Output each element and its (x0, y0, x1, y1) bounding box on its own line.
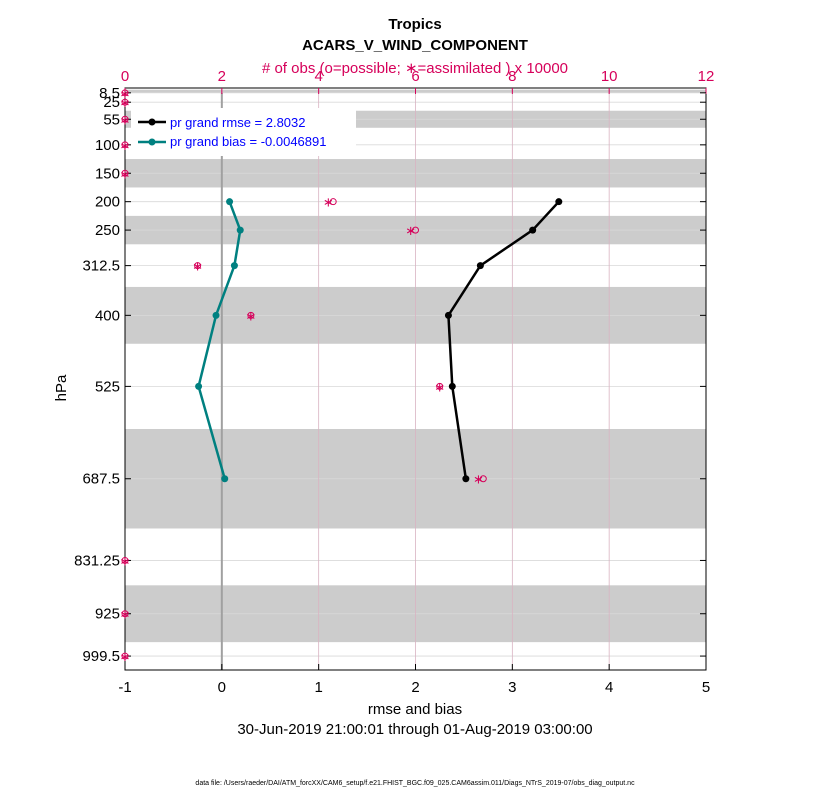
legend-label-bias: pr grand bias = -0.0046891 (170, 134, 326, 149)
x-tick-label-1: 0 (218, 679, 226, 696)
y-tick-label-6: 250 (95, 222, 120, 239)
y-tick-label-4: 150 (95, 165, 120, 182)
top-tick-label-6: 12 (698, 68, 715, 85)
series-0-point-1 (529, 226, 537, 234)
footer-data-file: data file: /Users/raeder/DAI/ATM_forcXX/… (195, 780, 635, 787)
obs-assimilated-0: ∗ (120, 86, 131, 101)
y-tick-label-9: 525 (95, 378, 120, 395)
x-tick-label-5: 4 (605, 679, 613, 696)
series-0-point-4 (448, 382, 456, 390)
obs-possible-8 (247, 311, 255, 319)
series-line-0 (447, 200, 560, 479)
obs-possible-12 (121, 610, 129, 618)
obs-assimilated-3: ∗ (120, 138, 131, 153)
obs-possible-5 (329, 198, 337, 206)
obs-possible-6 (412, 226, 419, 234)
top-tick-label-4: 8 (508, 68, 516, 85)
obs-assimilated-12: ∗ (120, 607, 131, 622)
y-tick-label-12: 925 (95, 606, 120, 623)
obs-possible-11 (121, 556, 129, 564)
series-0-point-0 (555, 198, 563, 206)
chart-subtitle: ACARS_V_WIND_COMPONENT (302, 37, 528, 54)
series-1-point-0 (226, 198, 234, 206)
top-tick-label-0: 0 (121, 68, 129, 85)
top-tick-label-2: 4 (314, 68, 322, 85)
obs-count-markers: ∗∗∗∗∗∗∗∗∗∗∗∗∗∗ (120, 86, 487, 664)
y-tick-label-3: 100 (95, 137, 120, 154)
y-axis-label: hPa (53, 374, 70, 401)
x-tick-label-3: 2 (411, 679, 419, 696)
y-tick-label-8: 400 (95, 307, 120, 324)
obs-possible-7 (194, 262, 202, 270)
obs-assimilated-11: ∗ (120, 553, 131, 568)
obs-assimilated-4: ∗ (120, 166, 131, 181)
y-tick-label-2: 55 (103, 111, 120, 128)
obs-assimilated-1: ∗ (120, 95, 131, 110)
top-axis-label: # of obs (o=possible; ∗=assimilated ) x … (262, 60, 568, 77)
legend-marker-rmse (148, 118, 156, 126)
y-tick-label-7: 312.5 (82, 258, 120, 275)
series-1-point-2 (230, 262, 238, 270)
series-0-point-2 (476, 262, 484, 270)
obs-assimilated-13: ∗ (120, 649, 131, 664)
obs-assimilated-7: ∗ (192, 259, 203, 274)
x-tick-label-0: -1 (118, 679, 131, 696)
obs-possible-0 (121, 89, 129, 97)
y-tick-label-13: 999.5 (82, 648, 120, 665)
top-axis-ticks: 0 2 4 6 8 10 12 (121, 68, 715, 94)
series-1-point-3 (212, 311, 220, 319)
x-tick-label-6: 5 (702, 679, 710, 696)
obs-possible-10 (479, 475, 487, 483)
legend-marker-bias (148, 138, 156, 146)
obs-assimilated-6: ∗ (405, 223, 416, 238)
obs-assimilated-2: ∗ (120, 112, 131, 127)
top-tick-label-5: 10 (601, 68, 618, 85)
y-tick-label-0: 8.5 (99, 85, 120, 102)
series-0-point-5 (462, 475, 470, 483)
obs-possible-13 (121, 652, 129, 660)
chart-title: Tropics (388, 16, 441, 33)
series-0-point-3 (444, 311, 452, 319)
x-tick-label-2: 1 (314, 679, 322, 696)
obs-assimilated-9: ∗ (434, 379, 445, 394)
legend-box (131, 108, 356, 156)
date-range: 30-Jun-2019 21:00:01 through 01-Aug-2019… (237, 721, 592, 738)
obs-assimilated-8: ∗ (245, 308, 256, 323)
top-tick-label-3: 6 (411, 68, 419, 85)
obs-assimilated-10: ∗ (473, 472, 484, 487)
top-tick-label-1: 2 (218, 68, 226, 85)
obs-possible-4 (121, 169, 129, 177)
y-tick-label-10: 687.5 (82, 471, 120, 488)
legend-label-rmse: pr grand rmse = 2.8032 (170, 115, 306, 130)
series-1-point-1 (236, 226, 244, 234)
obs-possible-9 (436, 382, 444, 390)
x-axis-label: rmse and bias (368, 701, 462, 718)
obs-assimilated-5: ∗ (323, 195, 334, 210)
x-axis-ticks: -1 0 1 2 3 4 5 (118, 664, 710, 696)
obs-possible-3 (121, 141, 129, 149)
obs-possible-1 (121, 98, 129, 106)
y-tick-label-5: 200 (95, 194, 120, 211)
obs-possible-2 (121, 115, 129, 123)
y-tick-label-11: 831.25 (74, 552, 120, 569)
x-tick-label-4: 3 (508, 679, 516, 696)
legend: pr grand rmse = 2.8032 pr grand bias = -… (131, 108, 356, 156)
y-tick-label-1: 25 (103, 94, 120, 111)
series-1-point-4 (195, 382, 203, 390)
series-line-1 (197, 201, 242, 480)
series-1-point-5 (221, 475, 229, 483)
series-lines (195, 198, 563, 483)
